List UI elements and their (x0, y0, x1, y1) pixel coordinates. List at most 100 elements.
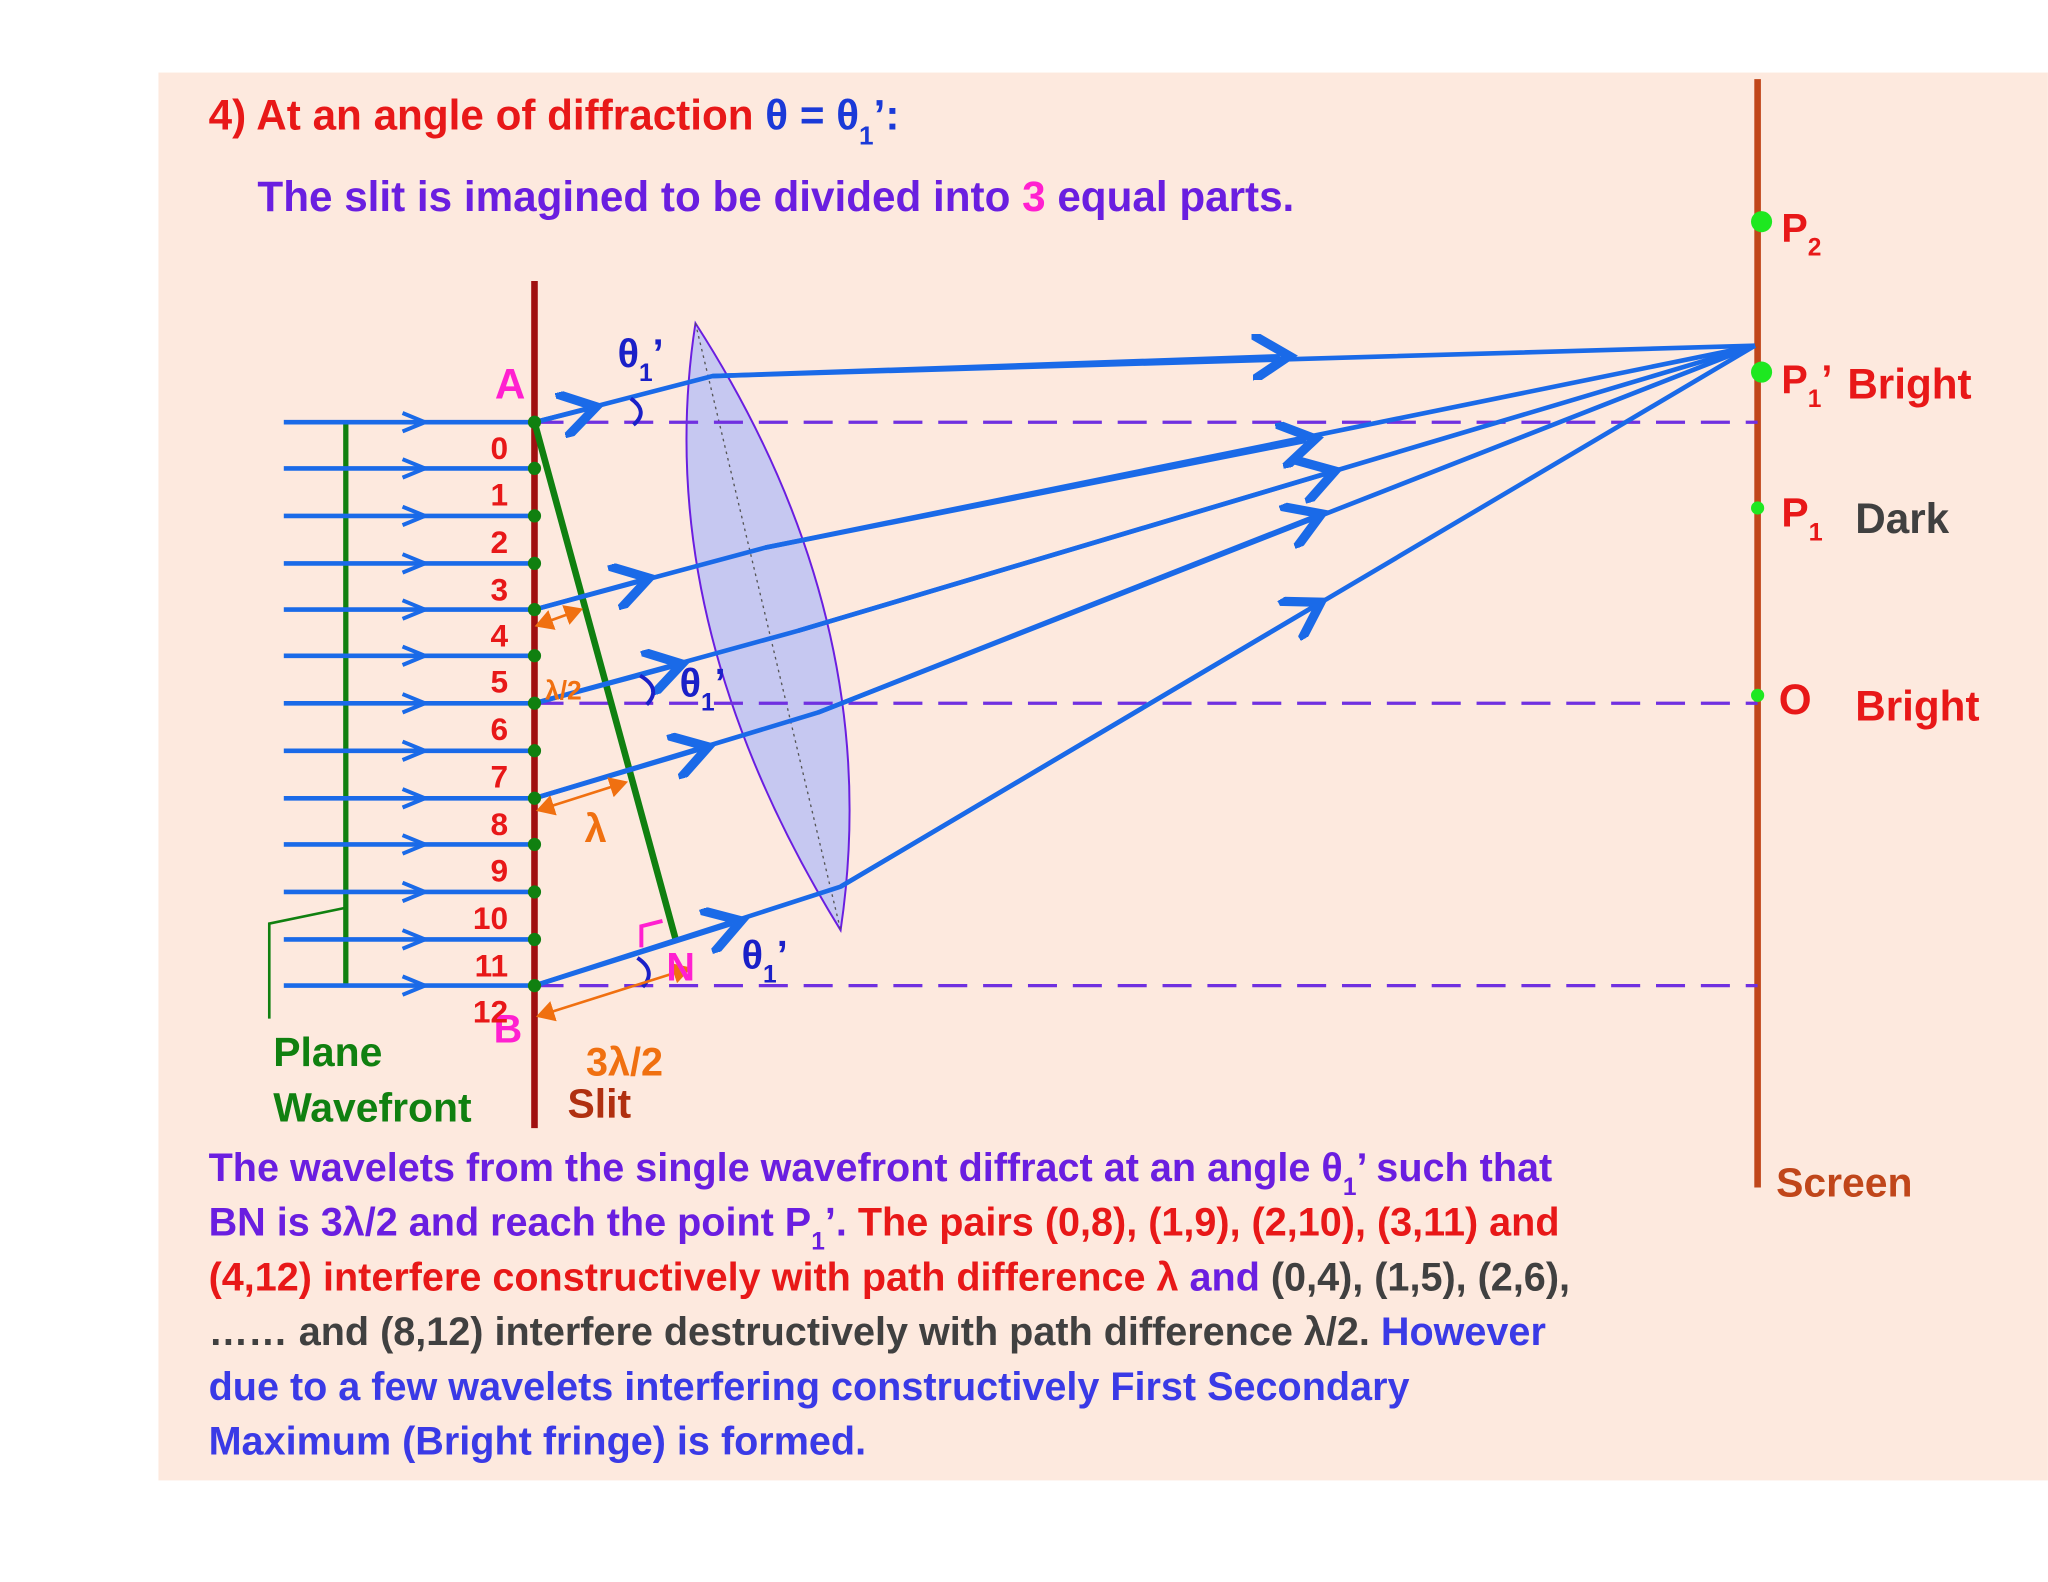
slit-point (527, 415, 542, 429)
slit-number: 1 (490, 476, 508, 512)
label: N (666, 945, 695, 989)
text-segment: 1 (811, 1228, 825, 1255)
paragraph-line: (4,12) interfere constructively with pat… (209, 1255, 1570, 1299)
arrowhead (401, 598, 431, 621)
text-segment: ’. (825, 1201, 847, 1245)
text-segment: 3λ/2 (586, 1040, 663, 1084)
label: P1’ (1781, 358, 1832, 413)
label: Plane (273, 1029, 382, 1075)
slit-number: 4 (490, 618, 508, 654)
pointer (267, 906, 347, 1019)
slit-point (527, 649, 542, 663)
text-segment: However (1370, 1310, 1546, 1354)
label: θ1’ (618, 332, 664, 387)
text-segment: θ (680, 662, 701, 706)
arrowhead (401, 552, 431, 575)
text-segment: Dark (1855, 495, 1949, 542)
text-segment: P (1781, 206, 1807, 250)
paragraph-line: …… and (8,12) interfere destructively wi… (209, 1310, 1546, 1354)
text-segment: due to a few wavelets interfering constr… (209, 1365, 1410, 1409)
text-segment: 1 (1809, 518, 1823, 546)
slit-number: 9 (490, 852, 508, 888)
rays (533, 346, 1757, 988)
text-segment: λ (585, 807, 607, 851)
label: Screen (1776, 1160, 1912, 1206)
text-segment: θ (742, 933, 763, 977)
incident-rays (283, 411, 542, 997)
arrowhead (401, 457, 431, 480)
slit-point (527, 932, 542, 947)
text-segment: ’ such that (1356, 1146, 1552, 1190)
text-segment: ’ (653, 332, 664, 376)
label: λ (585, 807, 607, 851)
text-segment: 4) At an angle of diffraction (209, 91, 766, 138)
label: Bright (1855, 682, 1979, 729)
slit-point (527, 556, 542, 570)
text-segment: Bright (1847, 360, 1971, 407)
slit-point (527, 837, 542, 852)
label: Bright (1847, 360, 1971, 407)
label: λ/2 (545, 675, 582, 705)
text-segment: θ = θ (765, 91, 859, 138)
text-segment: Maximum (Bright fringe) is formed. (209, 1420, 866, 1464)
text-segment: P (1781, 489, 1808, 535)
paragraph-line: due to a few wavelets interfering constr… (209, 1365, 1410, 1409)
text-segment: Slit (567, 1081, 631, 1127)
text-segment: …… and (8,12) interfere destructively wi… (209, 1310, 1370, 1354)
right-angle (639, 919, 663, 948)
text-segment: 3 (1022, 173, 1045, 220)
arrowhead (401, 504, 431, 527)
slit-number: 8 (490, 806, 508, 842)
slit-number: 12 (473, 994, 508, 1030)
text-segment: equal parts. (1046, 173, 1295, 220)
lens-axis (694, 323, 842, 931)
text-segment: 1 (701, 689, 715, 716)
slit-point (527, 602, 542, 617)
paragraph-line: Maximum (Bright fringe) is formed. (209, 1420, 866, 1464)
text-segment: A (495, 360, 526, 407)
arrowhead (401, 928, 431, 951)
text-segment: (0,4), (1,5), (2,6), (1260, 1255, 1570, 1299)
text-segment: ’ (1821, 358, 1832, 402)
text-segment: 1 (639, 359, 653, 386)
text-segment: and (1179, 1255, 1260, 1299)
slit-number: 0 (490, 430, 508, 466)
slit-number: 3 (490, 571, 508, 607)
label: P1 (1781, 489, 1822, 546)
slit-point (527, 979, 542, 993)
label: Wavefront (273, 1085, 472, 1131)
arrowhead (401, 739, 431, 762)
wavefront-slant (531, 421, 679, 941)
text-segment: λ/2 (545, 675, 582, 705)
label: θ1’ (742, 933, 788, 987)
slit-number: 11 (475, 947, 508, 983)
text-segment: ’ (777, 933, 788, 977)
slit-point (527, 509, 542, 523)
arrowhead (401, 644, 431, 667)
path-differences (534, 605, 692, 1022)
slit-point (527, 461, 542, 475)
text-segment: Plane (273, 1029, 382, 1075)
slit-number: 7 (490, 759, 508, 795)
text-segment: The pairs (0,8), (1,9), (2,10), (3,11) a… (847, 1201, 1560, 1245)
text-segment: 1 (859, 120, 874, 150)
text-segment: The slit is imagined to be divided into (257, 173, 1022, 220)
text-segment: 1 (763, 961, 777, 988)
slit-point (527, 696, 542, 710)
text-segment: O (1779, 676, 1812, 723)
heading: 4) At an angle of diffraction θ = θ1’: (209, 91, 900, 150)
subtitle: The slit is imagined to be divided into … (257, 173, 1294, 220)
arrowhead (401, 833, 431, 856)
text-segment: B (494, 1007, 523, 1051)
label: θ1’ (680, 662, 726, 717)
text-segment: θ (618, 332, 639, 376)
text-segment: Wavefront (273, 1085, 472, 1131)
text-segment: ’: (874, 91, 900, 138)
slit-number: 10 (473, 900, 508, 936)
text-segment: N (666, 945, 695, 989)
text-segment: 1 (1808, 386, 1822, 413)
text-segment: Bright (1855, 682, 1979, 729)
text-segment: P (1781, 358, 1807, 402)
